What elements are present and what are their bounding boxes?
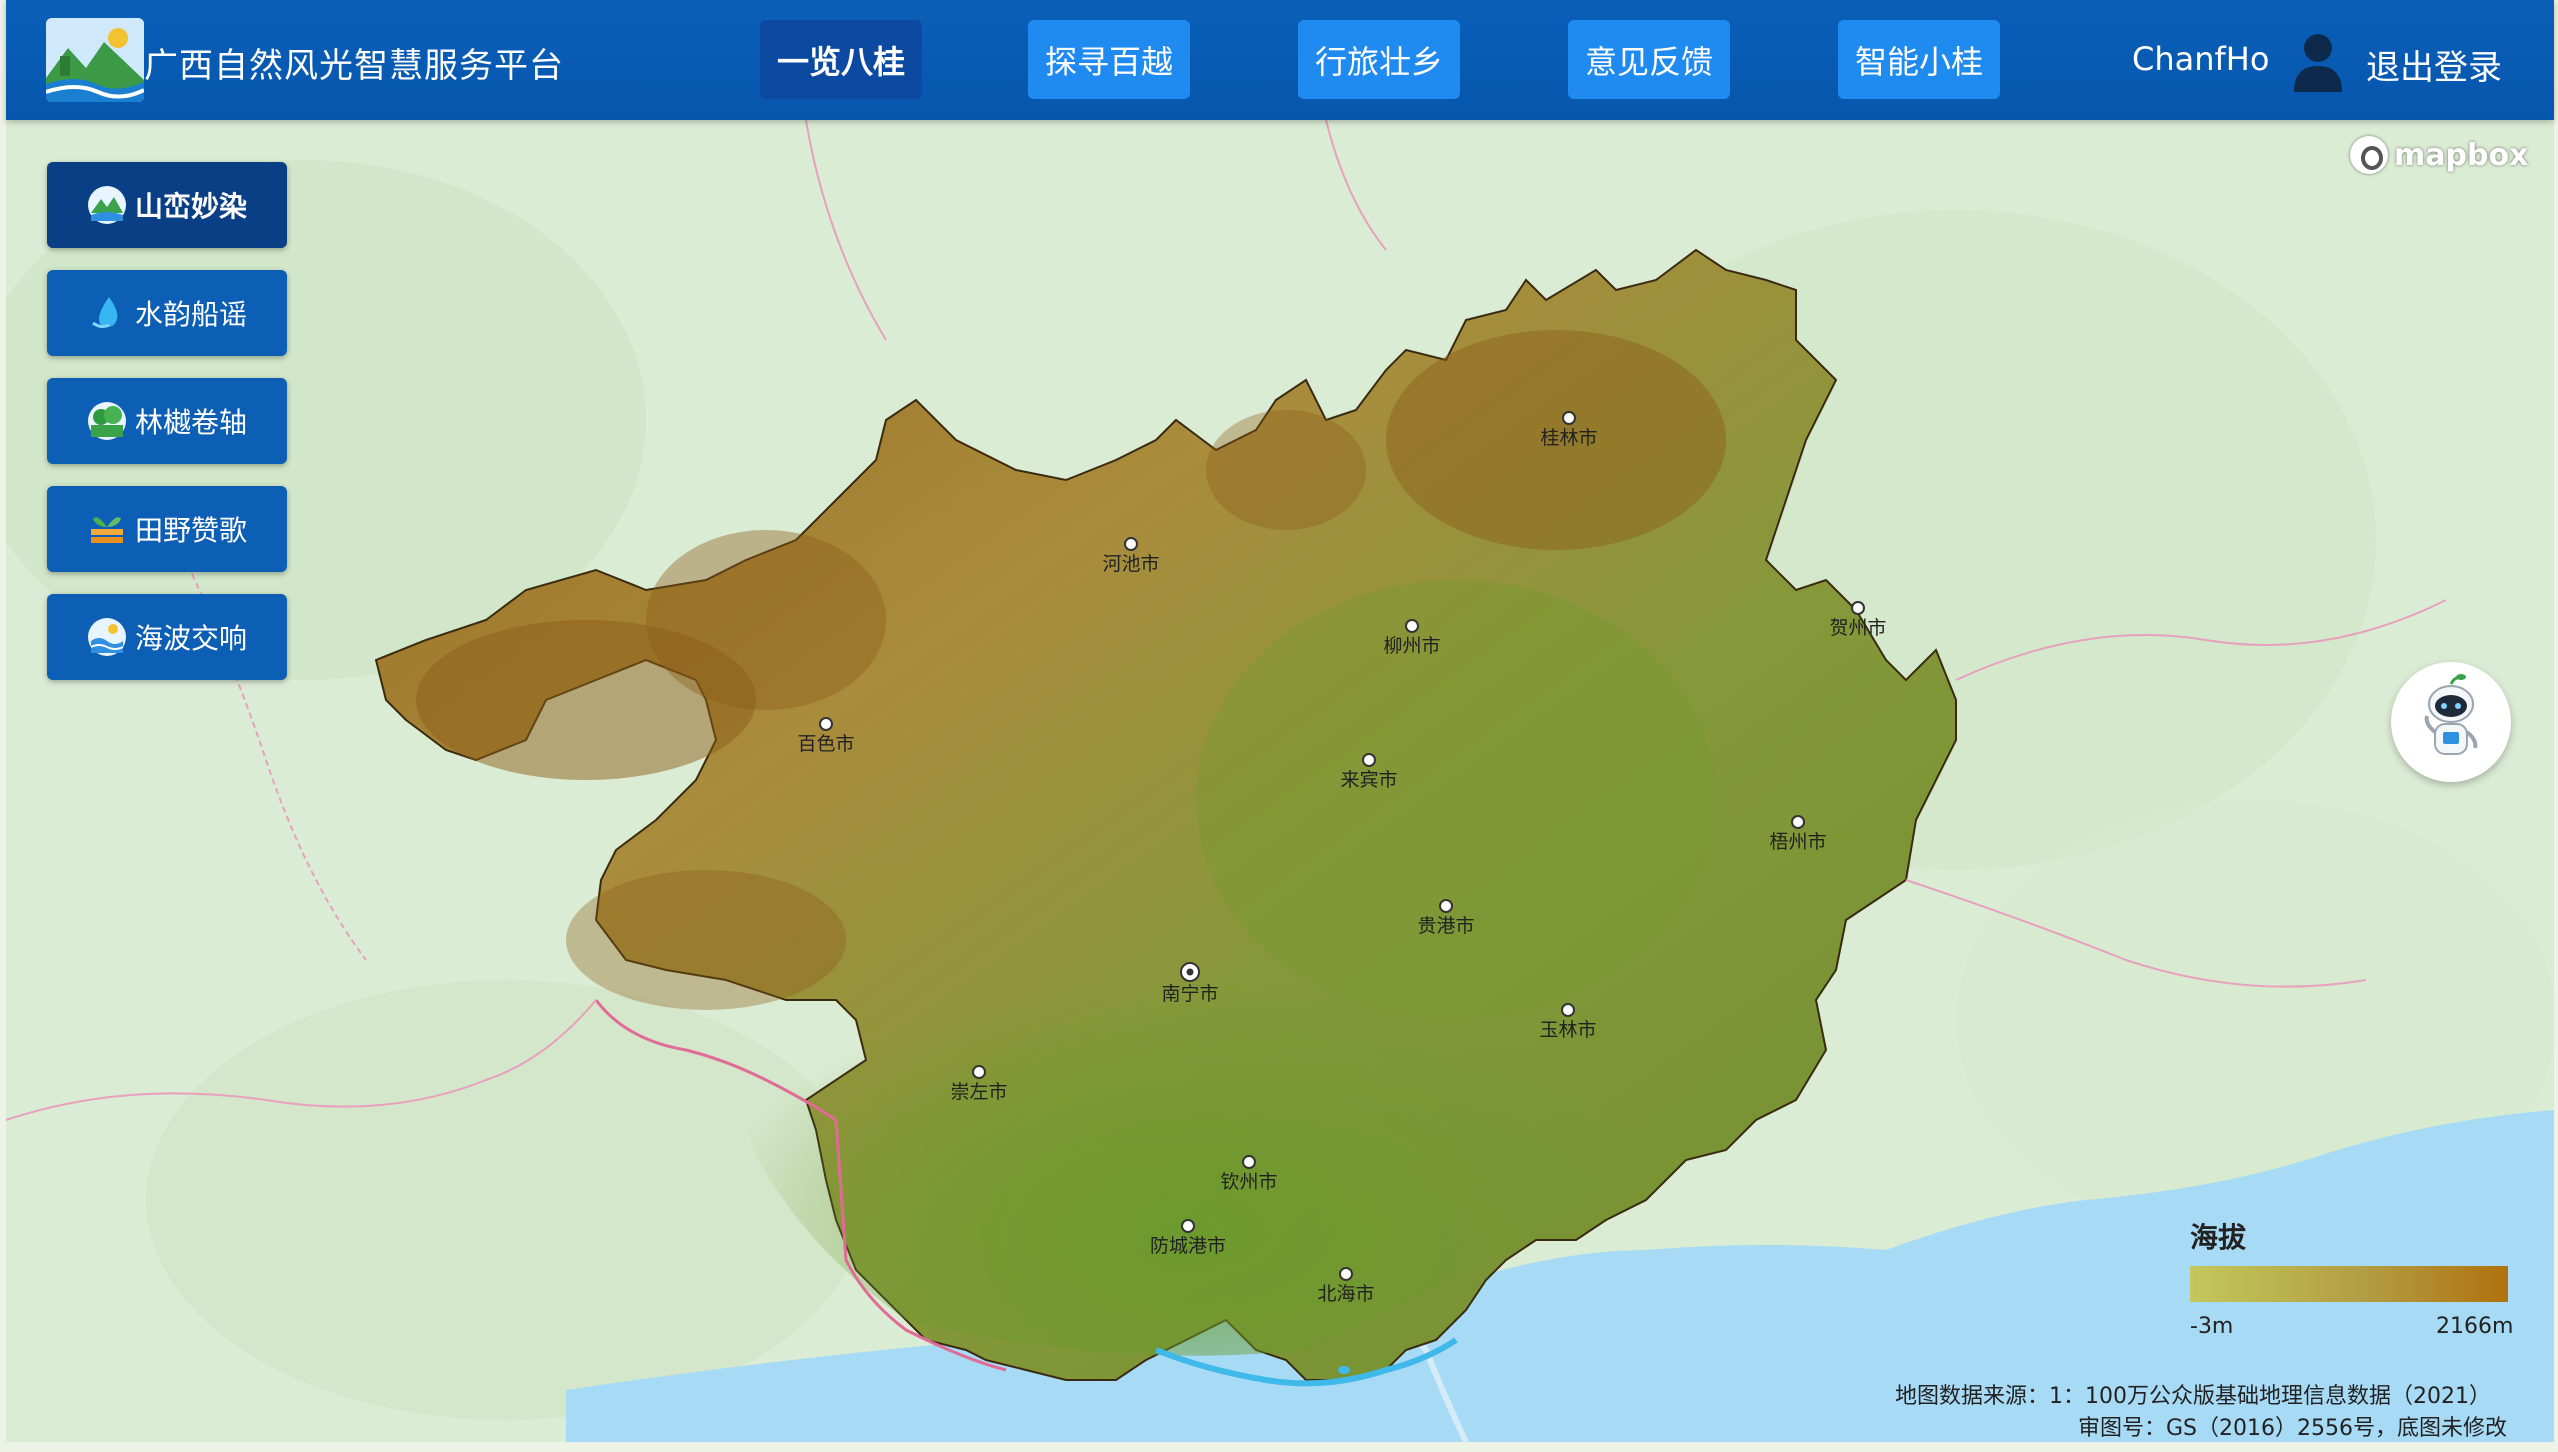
svg-text:南宁市: 南宁市 (1161, 983, 1218, 1005)
city-marker-guigang[interactable]: 贵港市 (1417, 899, 1475, 937)
city-marker-wuzhou[interactable]: 梧州市 (1769, 815, 1827, 853)
elevation-legend-colorbar (2190, 1266, 2508, 1302)
city-marker-laibin[interactable]: 来宾市 (1340, 753, 1398, 791)
svg-text:钦州市: 钦州市 (1220, 1171, 1277, 1193)
logout-button[interactable]: 退出登录 (2366, 48, 2502, 88)
svg-text:梧州市: 梧州市 (1769, 831, 1826, 853)
robot-icon (2424, 674, 2478, 755)
mapbox-attribution-logo[interactable]: mapbox (2350, 136, 2528, 174)
forest-icon (87, 401, 127, 441)
svg-text:桂林市: 桂林市 (1540, 427, 1597, 449)
svg-text:北海市: 北海市 (1317, 1283, 1374, 1305)
svg-text:玉林市: 玉林市 (1539, 1019, 1596, 1041)
mapbox-wordmark: mapbox (2394, 137, 2529, 173)
city-marker-baise[interactable]: 百色市 (797, 717, 855, 755)
farmland-icon (87, 509, 127, 549)
terrain-map: 桂林市 河池市 柳州市 贺州市 百色市 来宾市 梧州市 贵港市 (6, 120, 2554, 1442)
sidebar-item-label: 水韵船谣 (134, 298, 247, 331)
sidebar-item-farmland[interactable]: 田野赞歌 (47, 486, 287, 572)
svg-text:贺州市: 贺州市 (1829, 617, 1886, 639)
sidebar-item-forest[interactable]: 林樾卷轴 (47, 378, 287, 464)
city-marker-liuzhou[interactable]: 柳州市 (1383, 619, 1441, 657)
svg-text:百色市: 百色市 (797, 733, 854, 755)
city-marker-hechi[interactable]: 河池市 (1102, 537, 1160, 575)
city-marker-hezhou[interactable]: 贺州市 (1829, 601, 1887, 639)
svg-text:柳州市: 柳州市 (1383, 635, 1440, 657)
city-marker-qinzhou[interactable]: 钦州市 (1220, 1155, 1278, 1193)
svg-text:来宾市: 来宾市 (1340, 769, 1397, 791)
sidebar-item-label: 山峦妙染 (134, 190, 247, 223)
nav-tab-feedback[interactable]: 意见反馈 (1568, 20, 1730, 99)
platform-logo (46, 18, 144, 102)
city-marker-nanning[interactable]: 南宁市 (1161, 962, 1219, 1005)
elevation-legend-min: -3m (2190, 1314, 2234, 1339)
water-drop-icon (87, 293, 127, 333)
map-approval-number: 审图号：GS（2016）2556号，底图未修改 (2078, 1416, 2507, 1441)
top-navigation-bar: 广西自然风光智慧服务平台 一览八桂 探寻百越 行旅壮乡 意见反馈 智能小桂 Ch… (6, 0, 2554, 120)
sidebar-item-mountains[interactable]: 山峦妙染 (47, 162, 287, 248)
data-source-note: 地图数据来源：1：100万公众版基础地理信息数据（2021） (1895, 1384, 2491, 1409)
assistant-robot-button[interactable] (2391, 662, 2511, 782)
sidebar-item-water[interactable]: 水韵船谣 (47, 270, 287, 356)
nav-tab-explore[interactable]: 探寻百越 (1028, 20, 1190, 99)
mountain-icon (87, 185, 127, 225)
svg-text:贵港市: 贵港市 (1417, 915, 1474, 937)
city-marker-chongzuo[interactable]: 崇左市 (950, 1065, 1008, 1103)
city-marker-yulin[interactable]: 玉林市 (1539, 1003, 1597, 1041)
platform-title: 广西自然风光智慧服务平台 (144, 46, 564, 86)
nav-tab-travel[interactable]: 行旅壮乡 (1298, 20, 1460, 99)
city-marker-fangchenggang[interactable]: 防城港市 (1150, 1219, 1226, 1257)
nav-tab-overview[interactable]: 一览八桂 (760, 20, 922, 99)
city-marker-beihai[interactable]: 北海市 (1317, 1267, 1375, 1305)
elevation-legend-title: 海拔 (2190, 1221, 2247, 1254)
mapbox-icon (2350, 136, 2388, 174)
svg-text:崇左市: 崇左市 (950, 1081, 1007, 1103)
user-avatar-icon[interactable] (2290, 30, 2346, 92)
sidebar-item-label: 海波交响 (134, 622, 247, 655)
username-label: ChanfHo (2132, 40, 2270, 78)
ocean-icon (87, 617, 127, 657)
elevation-legend-max: 2166m (2436, 1314, 2514, 1339)
sidebar-item-label: 田野赞歌 (134, 514, 247, 547)
svg-text:河池市: 河池市 (1102, 553, 1159, 575)
sidebar-item-label: 林樾卷轴 (134, 406, 247, 439)
map-canvas[interactable]: 桂林市 河池市 柳州市 贺州市 百色市 来宾市 梧州市 贵港市 (6, 120, 2554, 1442)
sidebar-item-ocean[interactable]: 海波交响 (47, 594, 287, 680)
city-marker-guilin[interactable]: 桂林市 (1540, 411, 1598, 449)
svg-text:防城港市: 防城港市 (1150, 1235, 1226, 1257)
nav-tab-assistant[interactable]: 智能小桂 (1838, 20, 2000, 99)
